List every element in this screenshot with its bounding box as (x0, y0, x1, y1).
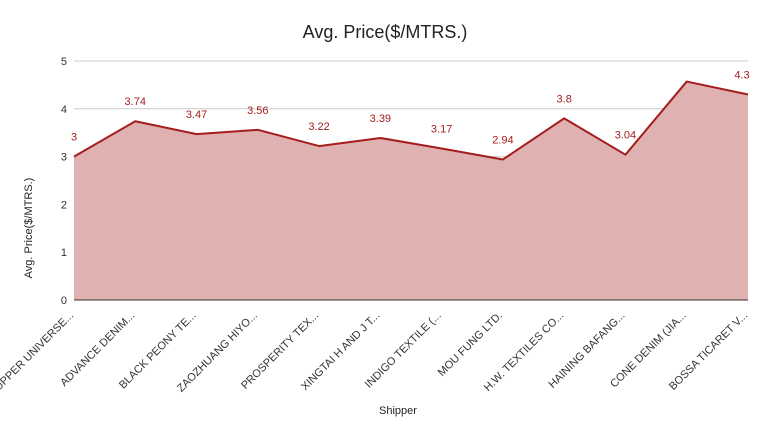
y-tick-label: 5 (61, 56, 67, 68)
data-label: 3.8 (557, 93, 572, 105)
data-label: 3.74 (125, 96, 146, 108)
area-fill (74, 81, 748, 300)
x-tick-label: MOU FUNG LTD. (436, 310, 505, 379)
data-label: 3.17 (431, 123, 452, 135)
x-axis-ticks: UPPER UNIVERSE...ADVANCE DENIM...BLACK P… (0, 310, 750, 395)
data-label: 2.94 (492, 134, 513, 146)
series-line (73, 80, 749, 161)
y-axis-ticks: 0 1 2 3 4 5 (61, 56, 67, 307)
data-labels: 3 3.74 3.47 3.56 3.22 3.39 3.17 2.94 3.8 3.04 4.3 (71, 69, 750, 146)
y-tick-label: 1 (61, 247, 67, 259)
data-label: 3.04 (615, 130, 636, 142)
data-label: 3 (71, 132, 77, 144)
area-series (73, 80, 749, 301)
x-axis-title: Shipper (379, 405, 417, 417)
data-label: 3.22 (308, 121, 329, 133)
data-label: 3.56 (247, 105, 268, 117)
data-label: 3.47 (186, 109, 207, 121)
y-tick-label: 0 (61, 295, 67, 307)
y-tick-label: 3 (61, 152, 67, 164)
y-axis-title: Avg. Price($/MTRS.) (23, 178, 35, 279)
data-label: 4.3 (734, 69, 749, 81)
data-label: 3.39 (370, 113, 391, 125)
chart-title: Avg. Price($/MTRS.) (303, 22, 468, 42)
y-tick-label: 4 (61, 104, 67, 116)
y-tick-label: 2 (61, 199, 67, 211)
